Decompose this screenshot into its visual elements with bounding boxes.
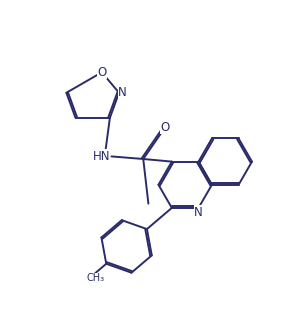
Text: HN: HN	[92, 150, 110, 163]
Text: O: O	[97, 66, 106, 79]
Text: N: N	[118, 86, 127, 99]
Text: N: N	[194, 206, 203, 218]
Text: O: O	[161, 121, 170, 134]
Text: CH₃: CH₃	[86, 274, 104, 284]
